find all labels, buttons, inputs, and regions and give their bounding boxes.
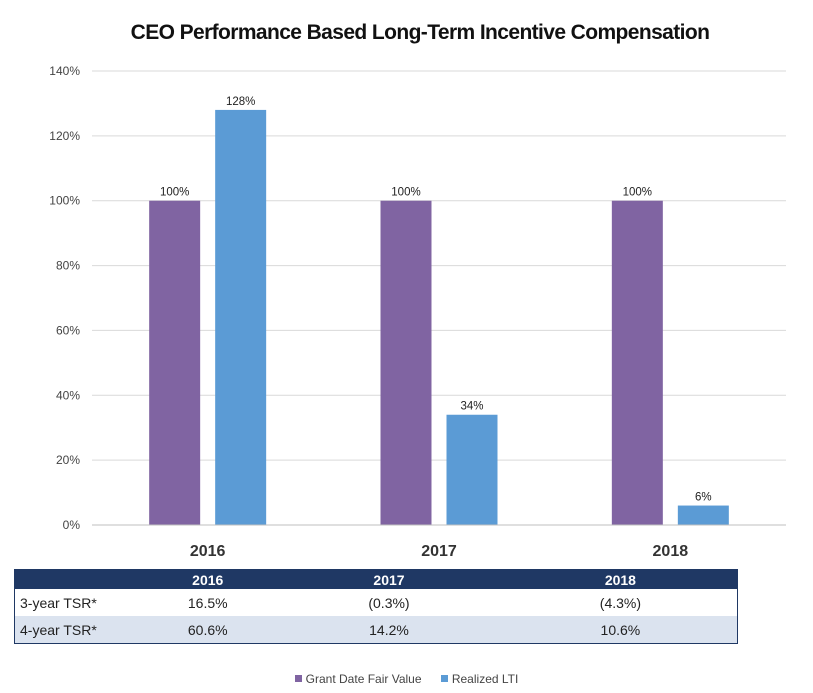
bar-realized-lti-2016 xyxy=(215,109,267,526)
bar-grant-date-fair-value-2018 xyxy=(611,200,663,525)
bar-realized-lti-2018 xyxy=(677,505,729,525)
tsr-cell: (4.3%) xyxy=(599,594,642,611)
legend-item-realized-lti: Realized LTI xyxy=(440,672,519,686)
axes: 0% 20% 40% 60% 80% 100% 120% 140% 2016 2017 2018 xyxy=(49,64,786,560)
data-label: 34% xyxy=(460,401,483,413)
gridlines xyxy=(92,70,786,461)
tsr-cell: 16.5% xyxy=(187,594,228,611)
y-tick-label: 20% xyxy=(56,453,80,467)
tsr-cell: 60.6% xyxy=(141,616,275,644)
tsr-header-2018: 2018 xyxy=(503,569,738,589)
tsr-row-label: 3-year TSR* xyxy=(20,594,97,611)
chart: CEO Performance Based Long-Term Incentiv… xyxy=(49,21,786,560)
y-tick-label: 140% xyxy=(49,64,80,78)
tsr-cell: (0.3%) xyxy=(368,594,410,611)
bars xyxy=(149,109,729,526)
chart-title: CEO Performance Based Long-Term Incentiv… xyxy=(131,21,710,44)
y-tick-label: 120% xyxy=(49,129,80,143)
data-label: 6% xyxy=(695,492,712,504)
y-tick-label: 80% xyxy=(56,259,80,273)
bar-grant-date-fair-value-2017 xyxy=(380,200,432,525)
table-row: 3-year TSR* 16.5% (0.3%) (4.3%) xyxy=(15,589,738,616)
tsr-header-2016: 2016 xyxy=(141,569,275,589)
tsr-row-label: 4-year TSR* xyxy=(14,616,142,644)
tsr-header-2017: 2017 xyxy=(274,569,504,589)
y-tick-label: 100% xyxy=(49,194,80,208)
legend-label: Realized LTI xyxy=(451,672,519,686)
y-tick-label: 60% xyxy=(56,323,80,337)
legend-item-grant-date-fair-value: Grant Date Fair Value xyxy=(294,672,422,686)
tsr-table: 2016 2017 2018 3-year TSR* 16.5% (0.3%) … xyxy=(14,569,738,644)
y-tick-label: 40% xyxy=(56,388,80,402)
tsr-table-header: 2016 2017 2018 xyxy=(14,569,738,589)
tsr-cell: 14.2% xyxy=(274,616,504,644)
data-label: 100% xyxy=(623,187,652,199)
legend: Grant Date Fair Value Realized LTI xyxy=(0,672,813,686)
x-tick-label: 2018 xyxy=(653,543,689,560)
x-tick-label: 2017 xyxy=(421,543,457,560)
table-row: 4-year TSR* 60.6% 14.2% 10.6% xyxy=(14,616,738,644)
data-label: 128% xyxy=(226,96,255,108)
bar-realized-lti-2017 xyxy=(446,414,498,525)
legend-swatch-purple xyxy=(294,675,302,682)
data-labels: 100% 128% 100% 34% 100% 6% xyxy=(160,96,712,504)
data-label: 100% xyxy=(160,187,189,199)
tsr-header-blank xyxy=(14,569,142,589)
legend-swatch-blue xyxy=(440,675,448,682)
data-label: 100% xyxy=(391,187,420,199)
y-tick-label: 0% xyxy=(63,518,81,532)
bar-grant-date-fair-value-2016 xyxy=(149,200,201,525)
tsr-cell: 10.6% xyxy=(503,616,738,644)
x-tick-label: 2016 xyxy=(190,543,226,560)
legend-label: Grant Date Fair Value xyxy=(305,672,422,686)
